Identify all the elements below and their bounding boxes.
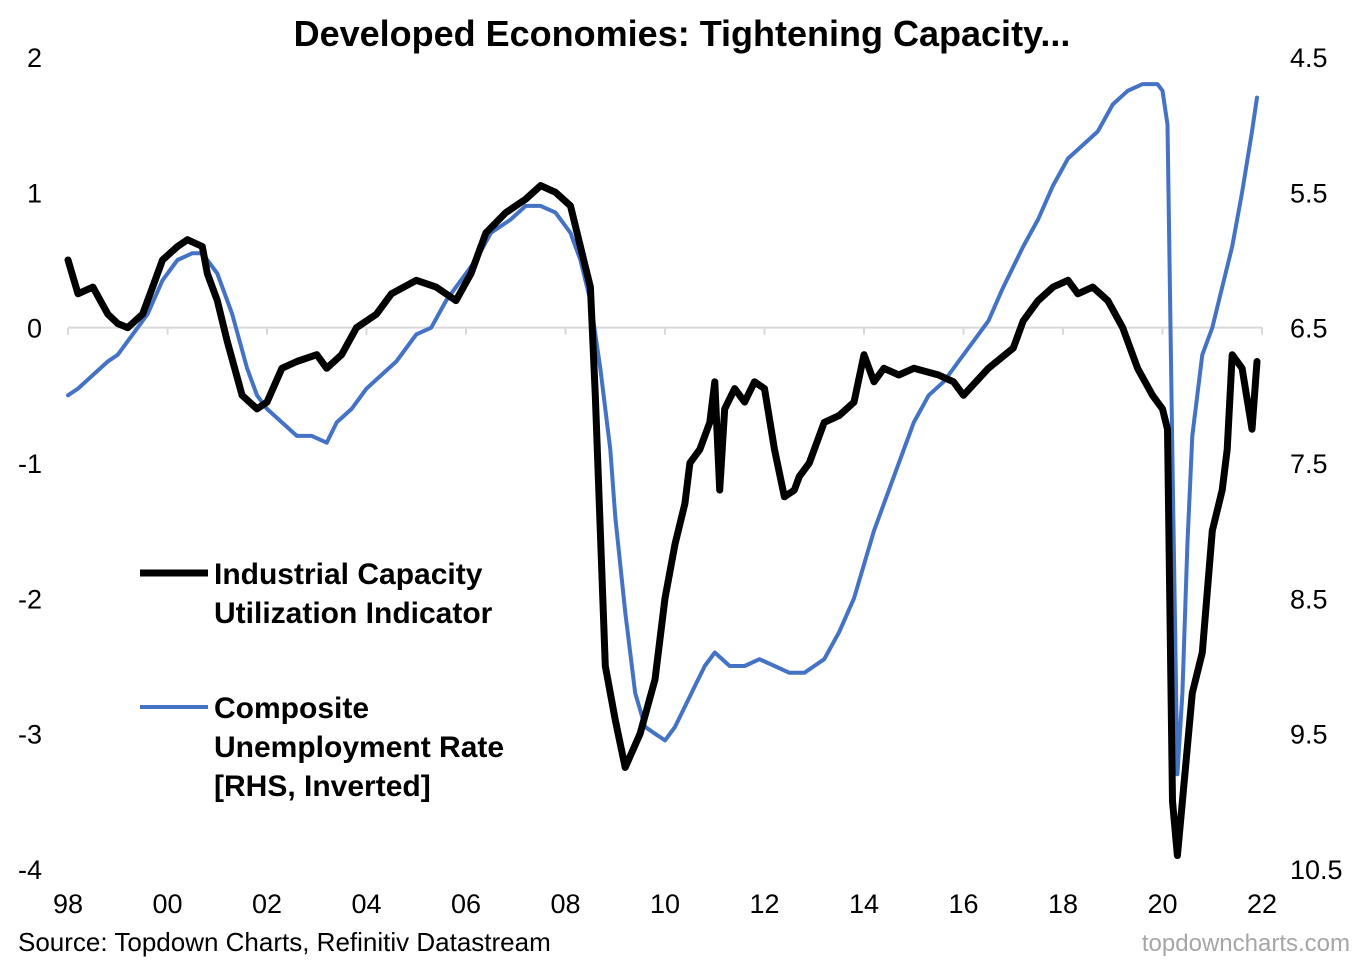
- right-axis-tick-label: 9.5: [1290, 720, 1328, 750]
- right-axis-tick-label: 7.5: [1290, 449, 1328, 479]
- x-tick-label: 98: [53, 889, 83, 919]
- x-tick-label: 14: [849, 889, 879, 919]
- series-line-unemployment: [66, 82, 1259, 777]
- chart-title: Developed Economies: Tightening Capacity…: [294, 13, 1071, 54]
- right-axis-tick-label: 6.5: [1290, 314, 1328, 344]
- right-axis-tick-label: 10.5: [1290, 855, 1343, 885]
- left-axis-tick-label: -3: [18, 720, 42, 750]
- right-axis-labels: 4.5 5.5 6.5 7.5 8.5 9.5 10.5: [1290, 43, 1343, 885]
- x-tick-label: 04: [351, 889, 381, 919]
- left-axis-tick-label: 0: [27, 314, 42, 344]
- right-axis-tick-label: 5.5: [1290, 178, 1328, 208]
- series-line-capacity: [64, 182, 1261, 859]
- left-axis-tick-label: -1: [18, 449, 42, 479]
- legend-label-unemployment: Composite Unemployment Rate [RHS, Invert…: [214, 692, 512, 803]
- watermark: topdowncharts.com: [1142, 930, 1350, 957]
- x-tick-label: 16: [948, 889, 978, 919]
- x-tick-label: 12: [749, 889, 779, 919]
- left-axis-tick-label: -2: [18, 584, 42, 614]
- legend: Industrial Capacity Utilization Indicato…: [140, 558, 512, 803]
- x-tick-label: 06: [451, 889, 481, 919]
- legend-label-capacity: Industrial Capacity Utilization Indicato…: [214, 558, 493, 630]
- x-axis-labels: 98 00 02 04 06 08 10 12 14 16 18 20 22: [53, 889, 1277, 919]
- x-tick-label: 18: [1048, 889, 1078, 919]
- x-tick-label: 22: [1247, 889, 1277, 919]
- right-axis-tick-label: 4.5: [1290, 43, 1328, 73]
- x-tick-label: 10: [650, 889, 680, 919]
- x-tick-label: 00: [152, 889, 182, 919]
- left-axis-tick-label: 2: [27, 43, 42, 73]
- x-tick-label: 02: [252, 889, 282, 919]
- left-axis-tick-label: -4: [18, 855, 42, 885]
- left-axis-labels: 2 1 0 -1 -2 -3 -4: [18, 43, 42, 885]
- left-axis-tick-label: 1: [27, 178, 42, 208]
- x-tick-label: 20: [1147, 889, 1177, 919]
- x-axis-ticks: [67, 327, 1263, 335]
- right-axis-tick-label: 8.5: [1290, 584, 1328, 614]
- source-note: Source: Topdown Charts, Refinitiv Datast…: [18, 927, 551, 957]
- x-tick-label: 08: [550, 889, 580, 919]
- series-layer: [64, 82, 1261, 859]
